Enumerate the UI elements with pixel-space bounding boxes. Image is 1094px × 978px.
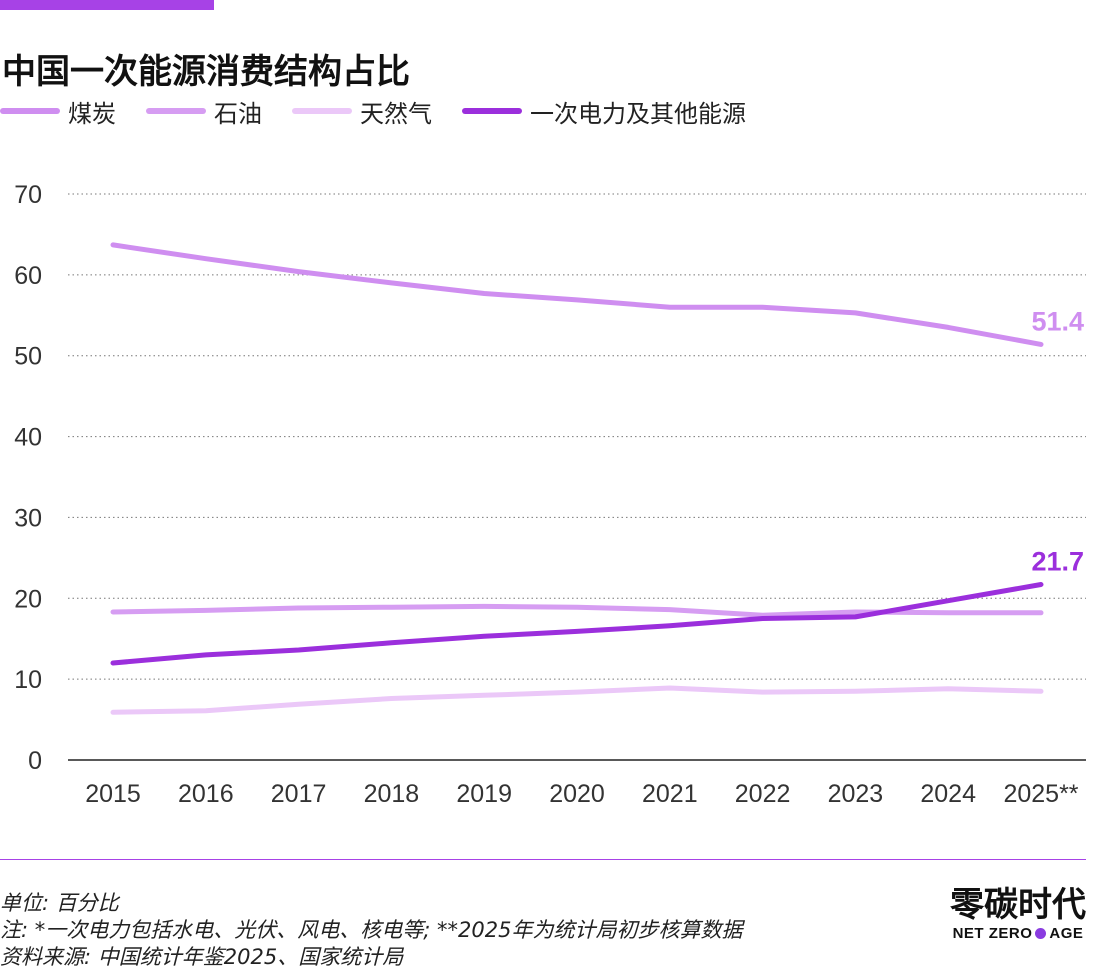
brand-name-en: NET ZERO AGE — [950, 925, 1086, 942]
x-tick-label: 2019 — [456, 780, 512, 808]
end-labels: 51.4 21.7 — [1031, 306, 1084, 576]
legend-swatch-primary-power — [462, 108, 522, 114]
footer-divider — [0, 859, 1086, 860]
grid-layer — [68, 193, 1086, 761]
brand-dot-icon — [1035, 928, 1047, 939]
legend-label-coal: 煤炭 — [68, 99, 116, 128]
series-layer — [110, 242, 1044, 715]
x-tick-label: 2022 — [735, 780, 791, 808]
unit-note: 单位: 百分比 — [0, 891, 119, 915]
legend-label-gas: 天然气 — [360, 99, 432, 128]
y-tick-label: 70 — [14, 181, 42, 209]
x-tick-label: 2016 — [178, 780, 234, 808]
legend-label-primary-power: 一次电力及其他能源 — [530, 99, 746, 128]
x-tick-label: 2015 — [85, 780, 141, 808]
brand-name-cn: 零碳时代 — [950, 885, 1086, 925]
legend-swatch-coal — [0, 108, 60, 114]
x-tick-label: 2018 — [364, 780, 420, 808]
y-tick-label: 60 — [14, 262, 42, 290]
brand-en-right: AGE — [1049, 925, 1084, 942]
definition-note: 注: *一次电力包括水电、光伏、风电、核电等; **2025年为统计局初步核算数… — [0, 918, 743, 942]
y-tick-label: 50 — [14, 343, 42, 371]
x-tick-label: 2023 — [828, 780, 884, 808]
line-chart: 0 10 20 30 40 50 60 70 2015 2016 2017 2018 2019 2020… — [14, 181, 1086, 808]
end-value-label: 21.7 — [1031, 547, 1084, 577]
x-tick-label: 2020 — [549, 780, 605, 808]
y-tick-label: 10 — [14, 666, 42, 694]
legend-item-gas: 天然气 — [292, 94, 432, 129]
series-primary-power-line — [110, 582, 1044, 666]
brand-en-left: NET ZERO — [952, 925, 1033, 942]
series-gas-line — [110, 685, 1044, 715]
legend-swatch-oil — [146, 108, 206, 114]
x-tick-label: 2017 — [271, 780, 327, 808]
legend-label-oil: 石油 — [214, 99, 262, 128]
legend-item-oil: 石油 — [146, 94, 262, 129]
y-axis-ticks: 0 10 20 30 40 50 60 70 — [14, 181, 42, 775]
chart-title: 中国一次能源消费结构占比 — [2, 52, 410, 92]
legend-item-primary-power: 一次电力及其他能源 — [462, 94, 746, 129]
y-tick-label: 40 — [14, 424, 42, 452]
x-tick-label: 2025** — [1003, 780, 1078, 808]
chart-legend: 煤炭 石油 天然气 一次电力及其他能源 — [0, 94, 776, 129]
series-coal-line — [110, 242, 1044, 347]
footnotes: 单位: 百分比 注: *一次电力包括水电、光伏、风电、核电等; **2025年为… — [0, 890, 742, 971]
x-tick-label: 2021 — [642, 780, 698, 808]
end-value-label: 51.4 — [1031, 306, 1084, 336]
brand-logo: 零碳时代 NET ZERO AGE — [950, 885, 1086, 942]
legend-item-coal: 煤炭 — [0, 94, 116, 129]
y-tick-label: 30 — [14, 504, 42, 532]
y-tick-label: 0 — [28, 747, 42, 775]
x-tick-label: 2024 — [920, 780, 976, 808]
legend-swatch-gas — [292, 108, 352, 114]
y-tick-label: 20 — [14, 585, 42, 613]
x-axis-ticks: 2015 2016 2017 2018 2019 2020 2021 2022 2023 2024… — [85, 780, 1079, 808]
source-note: 资料来源: 中国统计年鉴2025、国家统计局 — [0, 945, 404, 969]
top-accent-bar — [0, 0, 214, 10]
